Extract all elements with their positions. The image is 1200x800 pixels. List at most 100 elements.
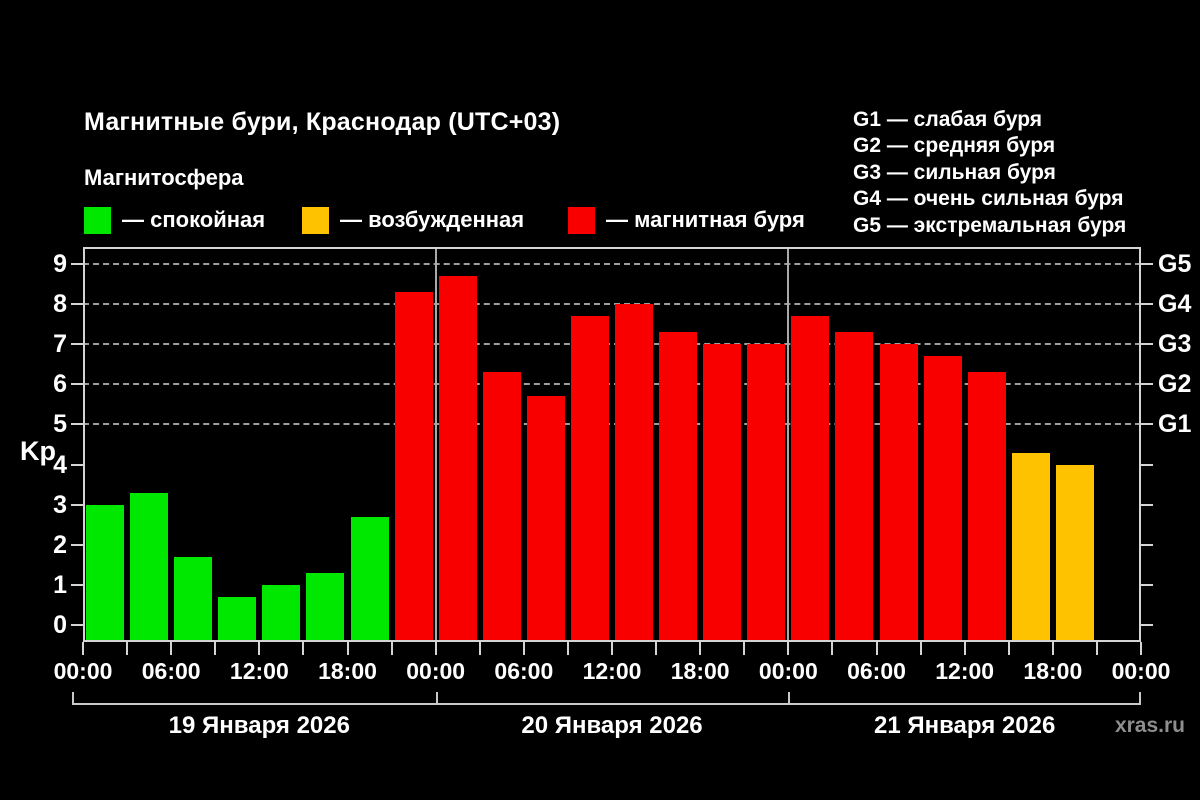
x-tick-9h: [214, 642, 217, 655]
y-tick-left-5: [71, 423, 83, 426]
y-tick-right-4: [1141, 463, 1153, 466]
x-tick-60h: [963, 642, 966, 655]
x-tick-69h: [1095, 642, 1098, 655]
x-tick-48h: [787, 642, 790, 655]
quiet-color-swatch: [84, 206, 111, 234]
x-tick-18h: [346, 642, 349, 655]
y-tick-label-3: 3: [53, 490, 67, 519]
kp-bar-day2-h3: [482, 372, 521, 642]
x-tick-51h: [831, 642, 834, 655]
x-tick-label-60h: 12:00: [935, 658, 995, 684]
y-tick-left-7: [71, 343, 83, 346]
y-tick-label-6: 6: [53, 370, 67, 399]
kp-bar-day2-h9: [570, 316, 609, 642]
y-tick-right-8: [1141, 303, 1153, 305]
x-tick-label-24h: 00:00: [406, 658, 466, 684]
x-tick-label-36h: 12:00: [582, 658, 642, 684]
kp-bar-day3-h15: [1011, 452, 1050, 642]
y-tick-label-5: 5: [53, 410, 67, 439]
storm-scale-g4: G4 — очень сильная буря: [853, 187, 1124, 211]
watermark: xras.ru: [1114, 714, 1185, 737]
y-tick-right-2: [1141, 543, 1153, 546]
kp-bar-day3-h3: [835, 332, 874, 642]
x-tick-label-12h: 12:00: [229, 658, 289, 684]
plot-area: [83, 247, 1141, 642]
kp-bar-day2-h6: [526, 396, 565, 642]
y-tick-right-1: [1141, 583, 1153, 586]
plot-frame: [83, 247, 1141, 642]
storm-scale-g5: G5 — экстремальная буря: [853, 213, 1127, 237]
x-tick-0h: [82, 642, 84, 655]
x-tick-label-30h: 06:00: [494, 658, 554, 684]
y-tick-right-3: [1141, 503, 1153, 506]
gridline-kp5: [83, 423, 1141, 426]
x-tick-label-66h: 18:00: [1023, 658, 1083, 684]
y-tick-left-6: [71, 383, 83, 386]
kp-bar-day3-h9: [923, 356, 962, 642]
y-tick-right-6: [1141, 383, 1153, 386]
kp-bar-day3-h12: [967, 372, 1006, 642]
y-tick-label-2: 2: [53, 530, 67, 559]
storm-scale-g2: G2 — средняя буря: [853, 134, 1056, 158]
kp-bar-day1-h6: [174, 556, 213, 642]
date-bracket-line: [72, 703, 1141, 705]
date-bracket-tick-3: [1139, 692, 1141, 705]
kp-bar-day1-h9: [218, 597, 257, 642]
legend-label-quiet: — спокойная: [122, 207, 266, 232]
x-tick-39h: [655, 642, 658, 655]
y-tick-right-9: [1141, 262, 1153, 265]
legend-item-excited: — возбужденная: [302, 206, 524, 234]
y-tick-left-3: [71, 503, 83, 506]
x-tick-label-72h: 00:00: [1111, 658, 1171, 684]
x-tick-12h: [258, 642, 261, 655]
y-axis-label-kp: Kp: [20, 436, 56, 466]
y-tick-left-1: [71, 583, 83, 586]
y-tick-left-2: [71, 543, 83, 546]
y-tick-label-9: 9: [53, 249, 67, 278]
x-tick-label-42h: 18:00: [670, 658, 730, 684]
excited-color-swatch: [302, 206, 329, 234]
kp-bar-day2-h21: [747, 344, 786, 642]
kp-bar-day3-h0: [791, 316, 830, 642]
y-tick-left-9: [71, 262, 83, 265]
y-tick-label-8: 8: [53, 290, 67, 318]
kp-bar-day1-h15: [306, 572, 345, 642]
y-tick-right-0: [1141, 624, 1153, 627]
kp-bar-day1-h12: [262, 585, 301, 642]
x-tick-63h: [1007, 642, 1010, 655]
x-tick-27h: [478, 642, 481, 655]
gridline-kp9: [83, 262, 1141, 265]
date-bracket-tick-0: [72, 692, 74, 705]
legend-label-excited: — возбужденная: [340, 207, 525, 232]
x-tick-30h: [522, 642, 525, 655]
kp-bar-day2-h12: [615, 304, 654, 642]
date-bracket-tick-2: [788, 692, 791, 705]
g-scale-label-G5: G5: [1158, 249, 1192, 278]
x-tick-57h: [919, 642, 922, 655]
storm-scale-g1: G1 — слабая буря: [853, 108, 1043, 131]
y-tick-right-5: [1141, 423, 1153, 426]
x-tick-24h: [434, 642, 437, 655]
g-scale-label-G4: G4: [1158, 290, 1192, 318]
kp-bar-day1-h21: [394, 291, 433, 642]
magnetosphere-subtitle: Магнитосфера: [84, 165, 244, 190]
x-tick-label-48h: 00:00: [758, 658, 818, 684]
g-scale-label-G3: G3: [1158, 330, 1192, 359]
storm-color-swatch: [568, 206, 595, 234]
day-separator-2: [787, 247, 790, 642]
y-tick-right-7: [1141, 343, 1153, 346]
kp-bar-day1-h18: [350, 516, 389, 642]
y-tick-label-4: 4: [53, 450, 67, 479]
legend-item-storm: — магнитная буря: [568, 206, 805, 234]
y-tick-left-4: [71, 463, 83, 466]
legend-label-storm: — магнитная буря: [606, 207, 805, 232]
y-tick-label-0: 0: [53, 611, 67, 640]
x-tick-6h: [170, 642, 173, 655]
x-tick-label-54h: 06:00: [847, 658, 906, 684]
legend-item-quiet: — спокойная: [84, 206, 265, 234]
y-tick-label-1: 1: [53, 570, 67, 599]
x-tick-21h: [390, 642, 393, 655]
x-tick-label-18h: 18:00: [318, 658, 377, 684]
g-scale-label-G2: G2: [1158, 370, 1192, 399]
